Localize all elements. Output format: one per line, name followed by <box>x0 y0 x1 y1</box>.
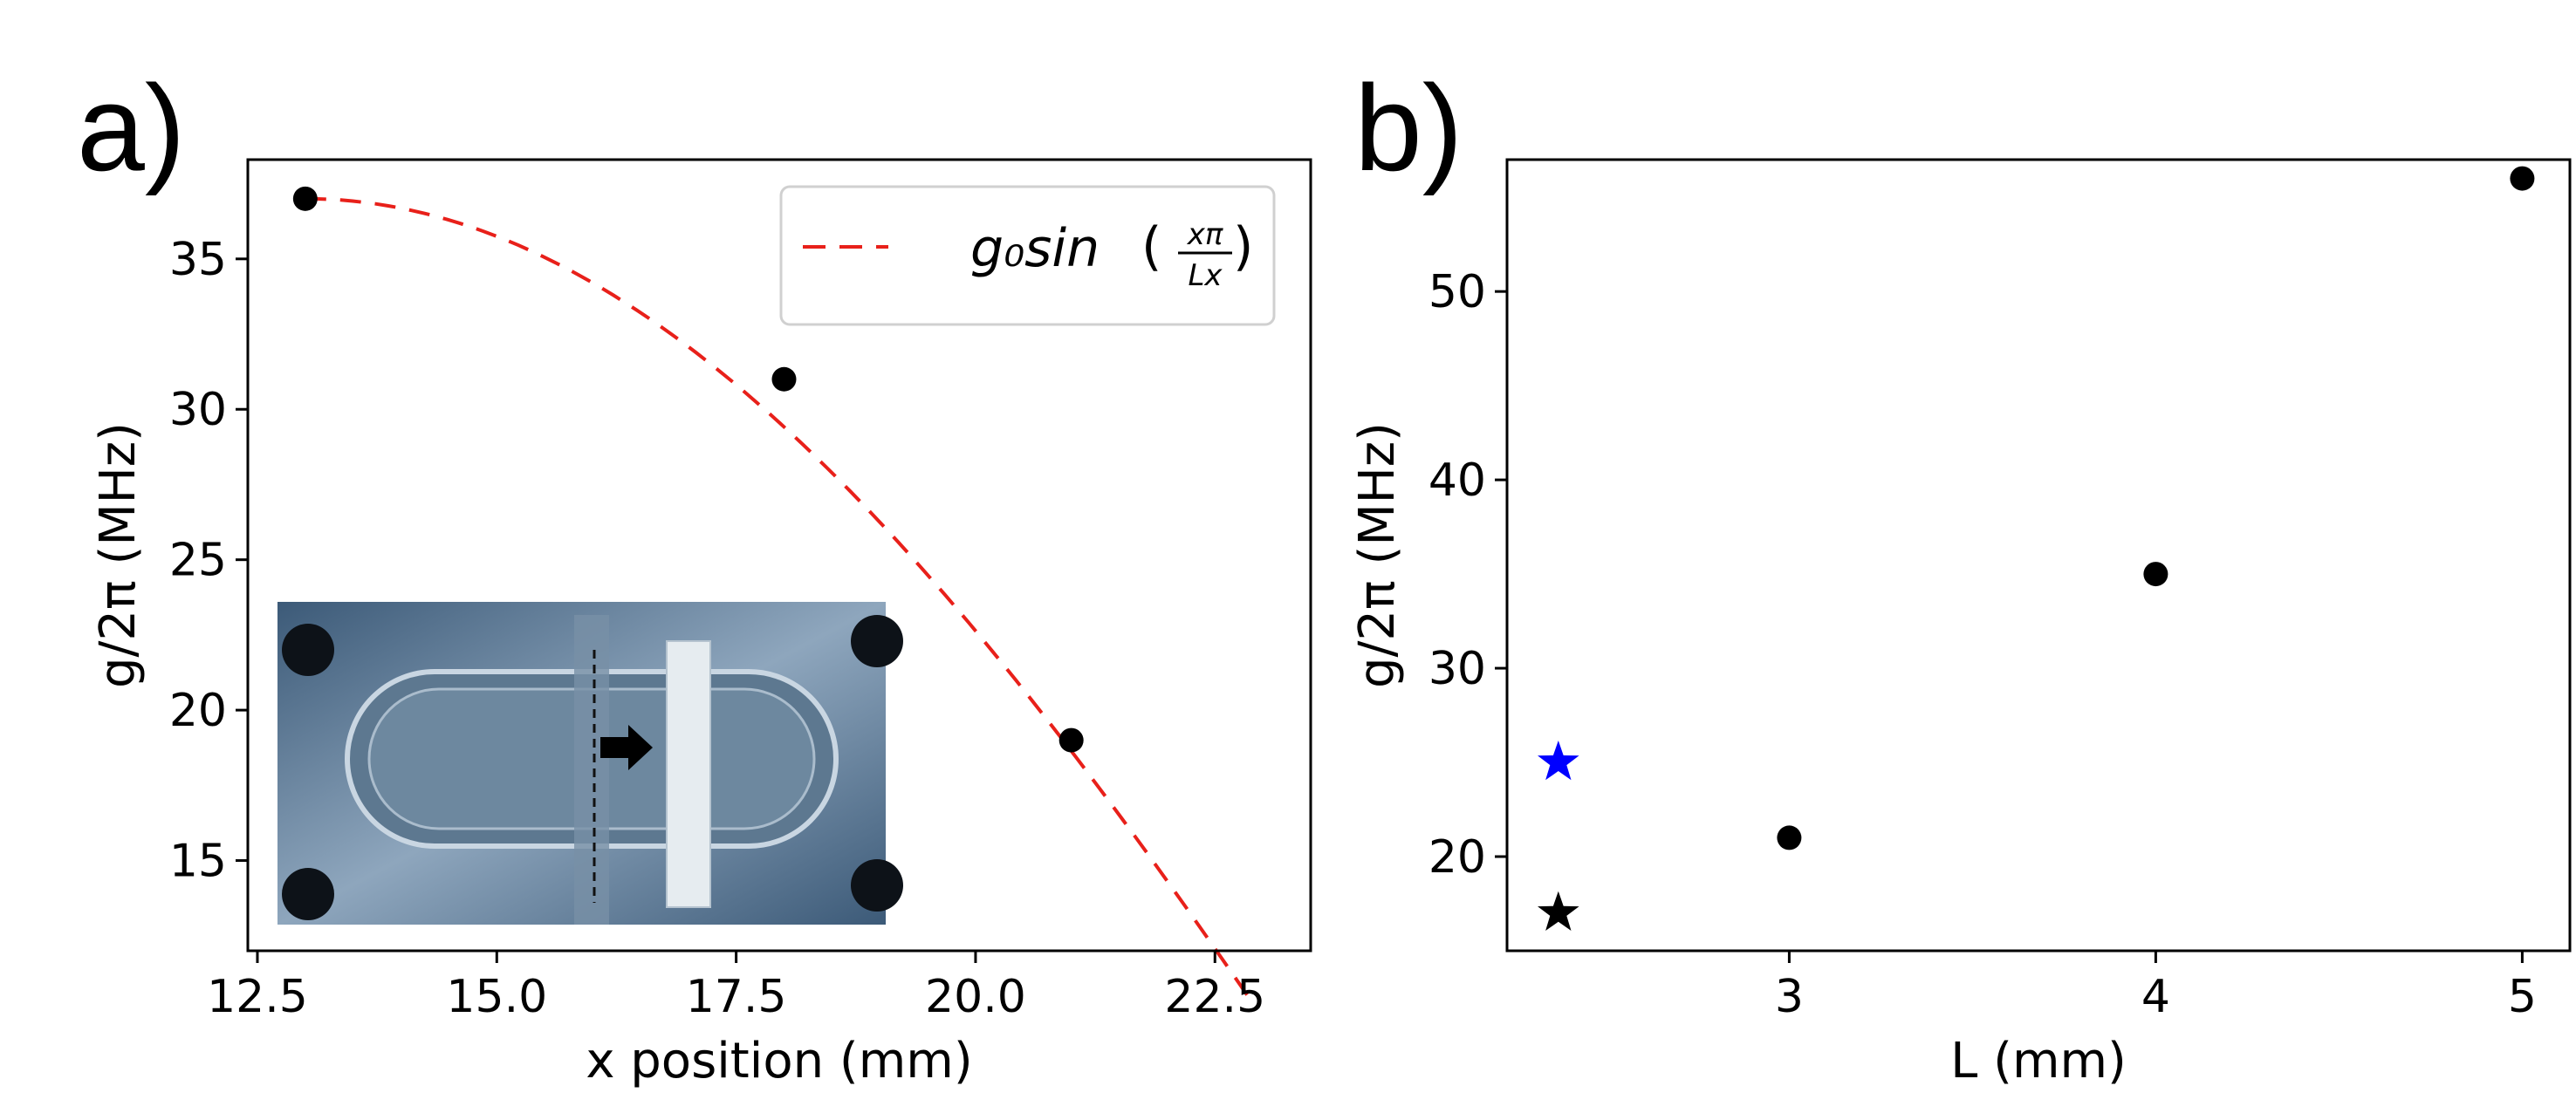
x-tick-label: 4 <box>2141 971 2170 1023</box>
legend: g₀sin ( xπ Lx ) <box>779 185 1276 326</box>
y-tick-label: 25 <box>169 535 227 587</box>
fit-curve <box>305 196 1255 1006</box>
y-tick-label: 30 <box>169 384 227 436</box>
screw-hole <box>851 615 903 667</box>
legend-label-main: g₀sin <box>970 218 1100 279</box>
plot-frame-b <box>1505 158 2572 953</box>
groove <box>574 615 609 925</box>
y-tick-label: 50 <box>1428 266 1486 318</box>
y-axis-label-b: g/2π (MHz) <box>1349 422 1406 688</box>
x-tick-label: 17.5 <box>686 971 787 1023</box>
data-point-star <box>1538 891 1579 931</box>
x-tick-label: 5 <box>2508 971 2537 1023</box>
plot-frame-a <box>246 158 1312 953</box>
x-tick-label: 22.5 <box>1164 971 1265 1023</box>
inset-photo <box>277 602 903 925</box>
legend-box <box>779 185 1276 326</box>
x-tick-label: 12.5 <box>207 971 308 1023</box>
legend-frac-numerator: xπ <box>1187 217 1223 252</box>
x-tick-label: 20.0 <box>925 971 1026 1023</box>
legend-paren-right: ) <box>1233 216 1253 277</box>
arrow-icon <box>600 725 653 770</box>
data-points-a <box>292 186 1084 753</box>
panel-b: b) 3 4 5 20 30 40 50 L (mm) g/2π (MHz) <box>1349 59 2572 1089</box>
y-ticks-b: 20 30 40 50 <box>1428 266 1507 884</box>
screw-hole <box>282 624 334 676</box>
data-points-b <box>1538 166 2535 931</box>
data-point-star <box>1538 741 1579 781</box>
y-tick-label: 20 <box>169 685 227 737</box>
x-axis-label-a: x position (mm) <box>586 1033 972 1089</box>
panel-a-label: a) <box>77 59 185 196</box>
y-tick-label: 30 <box>1428 643 1486 695</box>
legend-paren-left: ( <box>1141 216 1161 277</box>
x-ticks-a: 12.5 15.0 17.5 20.0 22.5 <box>207 951 1265 1023</box>
y-axis-label-a: g/2π (MHz) <box>90 422 147 688</box>
data-point <box>2143 562 2168 587</box>
y-tick-label: 15 <box>169 836 227 888</box>
fit-curve-group <box>305 196 1255 1006</box>
x-tick-label: 15.0 <box>446 971 547 1023</box>
data-point <box>1058 727 1084 753</box>
x-ticks-b: 3 4 5 <box>1775 951 2537 1023</box>
x-tick-label: 3 <box>1775 971 1804 1023</box>
panel-b-label: b) <box>1354 59 1463 196</box>
panel-a: a) 12.5 15.0 17.5 20.0 22.5 15 20 25 30 35 x pos… <box>77 59 1312 1089</box>
data-point <box>1777 825 1802 850</box>
data-point <box>2510 166 2535 191</box>
screw-hole <box>282 868 334 920</box>
y-ticks-a: 15 20 25 30 35 <box>169 234 248 888</box>
data-point <box>771 366 797 392</box>
sample-bar <box>666 640 711 908</box>
screw-hole <box>851 859 903 912</box>
y-tick-label: 20 <box>1428 831 1486 884</box>
data-point <box>292 186 318 211</box>
y-tick-label: 35 <box>169 234 227 286</box>
legend-frac-denominator: Lx <box>1188 258 1223 293</box>
y-tick-label: 40 <box>1428 454 1486 507</box>
x-axis-label-b: L (mm) <box>1950 1033 2127 1089</box>
